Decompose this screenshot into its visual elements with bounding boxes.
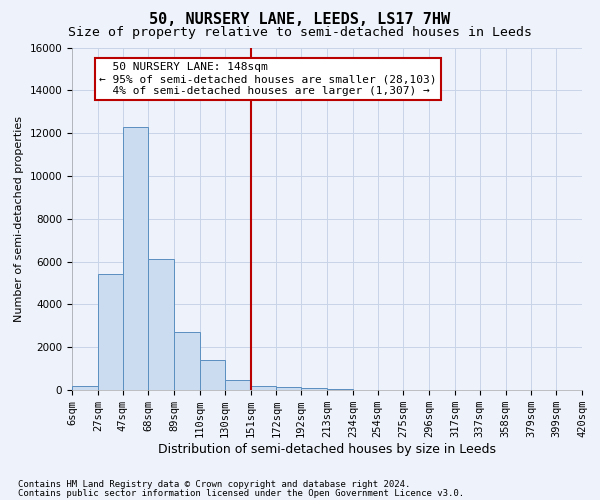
Y-axis label: Number of semi-detached properties: Number of semi-detached properties [14,116,24,322]
Bar [200,360,225,390]
Bar [225,380,251,390]
X-axis label: Distribution of semi-detached houses by size in Leeds: Distribution of semi-detached houses by … [158,443,496,456]
Bar [148,260,174,390]
Bar [251,386,277,390]
Bar [98,274,122,390]
Bar [277,387,301,390]
Text: 50, NURSERY LANE, LEEDS, LS17 7HW: 50, NURSERY LANE, LEEDS, LS17 7HW [149,12,451,28]
Bar [174,332,200,390]
Bar [72,386,98,390]
Bar [327,388,353,390]
Bar [301,388,327,390]
Text: Contains public sector information licensed under the Open Government Licence v3: Contains public sector information licen… [18,488,464,498]
Text: Contains HM Land Registry data © Crown copyright and database right 2024.: Contains HM Land Registry data © Crown c… [18,480,410,489]
Text: Size of property relative to semi-detached houses in Leeds: Size of property relative to semi-detach… [68,26,532,39]
Bar [122,126,148,390]
Text: 50 NURSERY LANE: 148sqm
← 95% of semi-detached houses are smaller (28,103)
  4% : 50 NURSERY LANE: 148sqm ← 95% of semi-de… [99,62,437,96]
